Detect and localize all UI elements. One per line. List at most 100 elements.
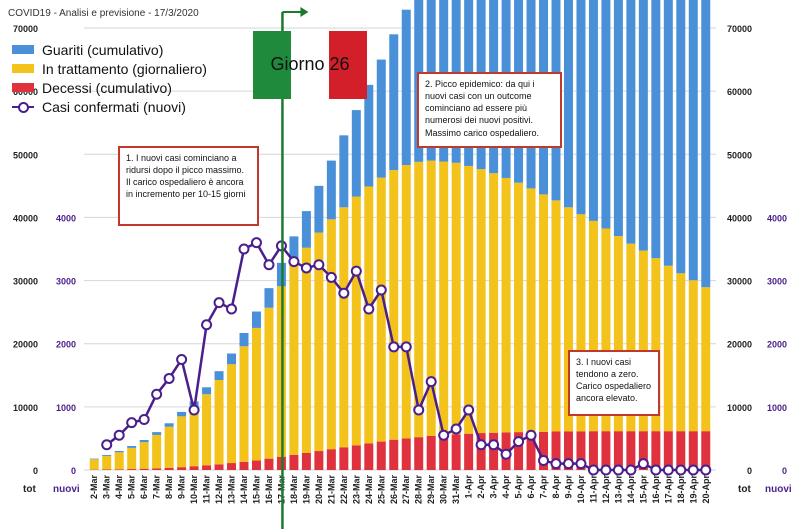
bar-segment — [701, 0, 711, 288]
x-tick-label: 20-Apr — [701, 475, 711, 504]
bar-segment — [239, 346, 249, 462]
new-cases-point — [188, 404, 200, 416]
bar-segment — [401, 9, 411, 166]
new-cases-point — [325, 271, 337, 283]
x-tick-label: 24-Mar — [364, 475, 374, 505]
new-cases-point — [201, 319, 213, 331]
new-cases-point — [375, 284, 387, 296]
annotation-3: 3. I nuovi casi tendono a zero. Carico o… — [568, 350, 660, 416]
new-cases-point — [250, 237, 262, 249]
bar-segment — [376, 441, 386, 470]
new-cases-point — [700, 464, 712, 476]
bar-segment — [551, 431, 561, 470]
bar-segment — [351, 110, 361, 197]
bar-segment — [576, 214, 586, 432]
y-tick-label-tot-left: 50000 — [13, 150, 38, 160]
y-tick-label-tot-right: 50000 — [727, 150, 752, 160]
x-tick-label: 14-Apr — [626, 475, 636, 504]
x-tick-label: 10-Mar — [189, 475, 199, 505]
bar-segment — [127, 447, 137, 470]
x-tick-label: 13-Mar — [227, 475, 237, 505]
y-tick-label-nuovi-right: 4000 — [767, 213, 787, 223]
bar-segment — [326, 219, 336, 450]
bar-segment — [501, 177, 511, 433]
new-cases-point — [138, 413, 150, 425]
new-cases-point — [363, 303, 375, 315]
x-tick-label: 7-Apr — [539, 475, 549, 499]
annotation-1: 1. I nuovi casi cominciano a ridursi dop… — [118, 146, 259, 226]
bar-segment — [251, 327, 261, 461]
legend-swatch-guariti — [12, 45, 34, 54]
x-tick-label: 14-Mar — [239, 475, 249, 505]
new-cases-point — [425, 376, 437, 388]
bar-segment — [214, 371, 224, 381]
bar-segment — [177, 467, 187, 470]
bar-segment — [314, 185, 324, 233]
y-tick-label-tot-right: 10000 — [727, 403, 752, 413]
new-cases-point — [350, 265, 362, 277]
x-tick-label: 16-Apr — [651, 475, 661, 504]
bar-segment — [588, 220, 598, 432]
new-cases-point — [600, 464, 612, 476]
chart-legend: Guariti (cumulativo) In trattamento (gio… — [12, 40, 207, 116]
bar-segment — [102, 469, 112, 470]
bar-segment — [314, 451, 324, 470]
bar-segment — [152, 434, 162, 469]
x-tick-label: 9-Apr — [563, 475, 573, 499]
new-cases-line — [101, 237, 712, 476]
y-tick-label-nuovi-left: 4000 — [56, 213, 76, 223]
new-cases-point — [213, 297, 225, 309]
bar-segment — [701, 287, 711, 432]
x-tick-label: 15-Apr — [638, 475, 648, 504]
bar-segment — [439, 434, 449, 470]
new-cases-point — [176, 354, 188, 365]
bar-segment — [563, 207, 573, 432]
y-tick-label-tot-right: 30000 — [727, 277, 752, 287]
new-cases-point — [413, 404, 425, 416]
new-cases-point — [300, 262, 312, 274]
x-tick-label: 4-Mar — [114, 475, 124, 500]
x-tick-label: 9-Mar — [177, 475, 187, 500]
legend-label: Guariti (cumulativo) — [42, 41, 164, 58]
bar-segment — [227, 353, 237, 365]
bar-segment — [289, 236, 299, 266]
bar-segment — [464, 433, 474, 470]
new-cases-point — [612, 464, 624, 476]
bar-segment — [127, 469, 137, 470]
new-cases-point — [525, 429, 537, 441]
bar-segment — [227, 463, 237, 470]
new-cases-point — [338, 287, 350, 299]
new-cases-point — [288, 256, 300, 268]
y-tick-label-tot-right: 70000 — [727, 24, 752, 34]
y-tick-label-tot-left: 10000 — [13, 403, 38, 413]
flag-label: Giorno 26 — [270, 54, 350, 74]
bar-segment — [189, 466, 199, 470]
bar-segment — [251, 311, 261, 328]
bar-segment — [289, 454, 299, 470]
x-tick-label: 19-Mar — [301, 475, 311, 505]
bar-segment — [164, 423, 174, 427]
bar-segment — [439, 161, 449, 435]
y-tick-label-tot-left: 40000 — [13, 213, 38, 223]
bar-segment — [701, 431, 711, 470]
new-cases-point — [450, 423, 462, 435]
bar-segment — [426, 435, 436, 470]
bar-segment — [214, 464, 224, 470]
bar-segment — [164, 467, 174, 470]
y-tick-label-nuovi-right: 3000 — [767, 277, 787, 287]
bar-segment — [514, 182, 524, 433]
bar-segment — [376, 59, 386, 178]
bar-segment — [214, 380, 224, 465]
new-cases-point — [475, 439, 487, 451]
left-axis-tot-label: tot — [23, 484, 36, 495]
new-cases-point — [126, 417, 138, 429]
y-tick-label-tot-right: 60000 — [727, 87, 752, 97]
bar-segment — [451, 434, 461, 470]
right-axis-tot-label: tot — [738, 484, 751, 495]
bar-segment — [389, 170, 399, 440]
legend-label: Decessi (cumulativo) — [42, 79, 172, 96]
y-tick-label-nuovi-right: 0 — [782, 466, 787, 476]
bar-segment — [638, 0, 648, 251]
new-cases-point — [513, 436, 525, 448]
